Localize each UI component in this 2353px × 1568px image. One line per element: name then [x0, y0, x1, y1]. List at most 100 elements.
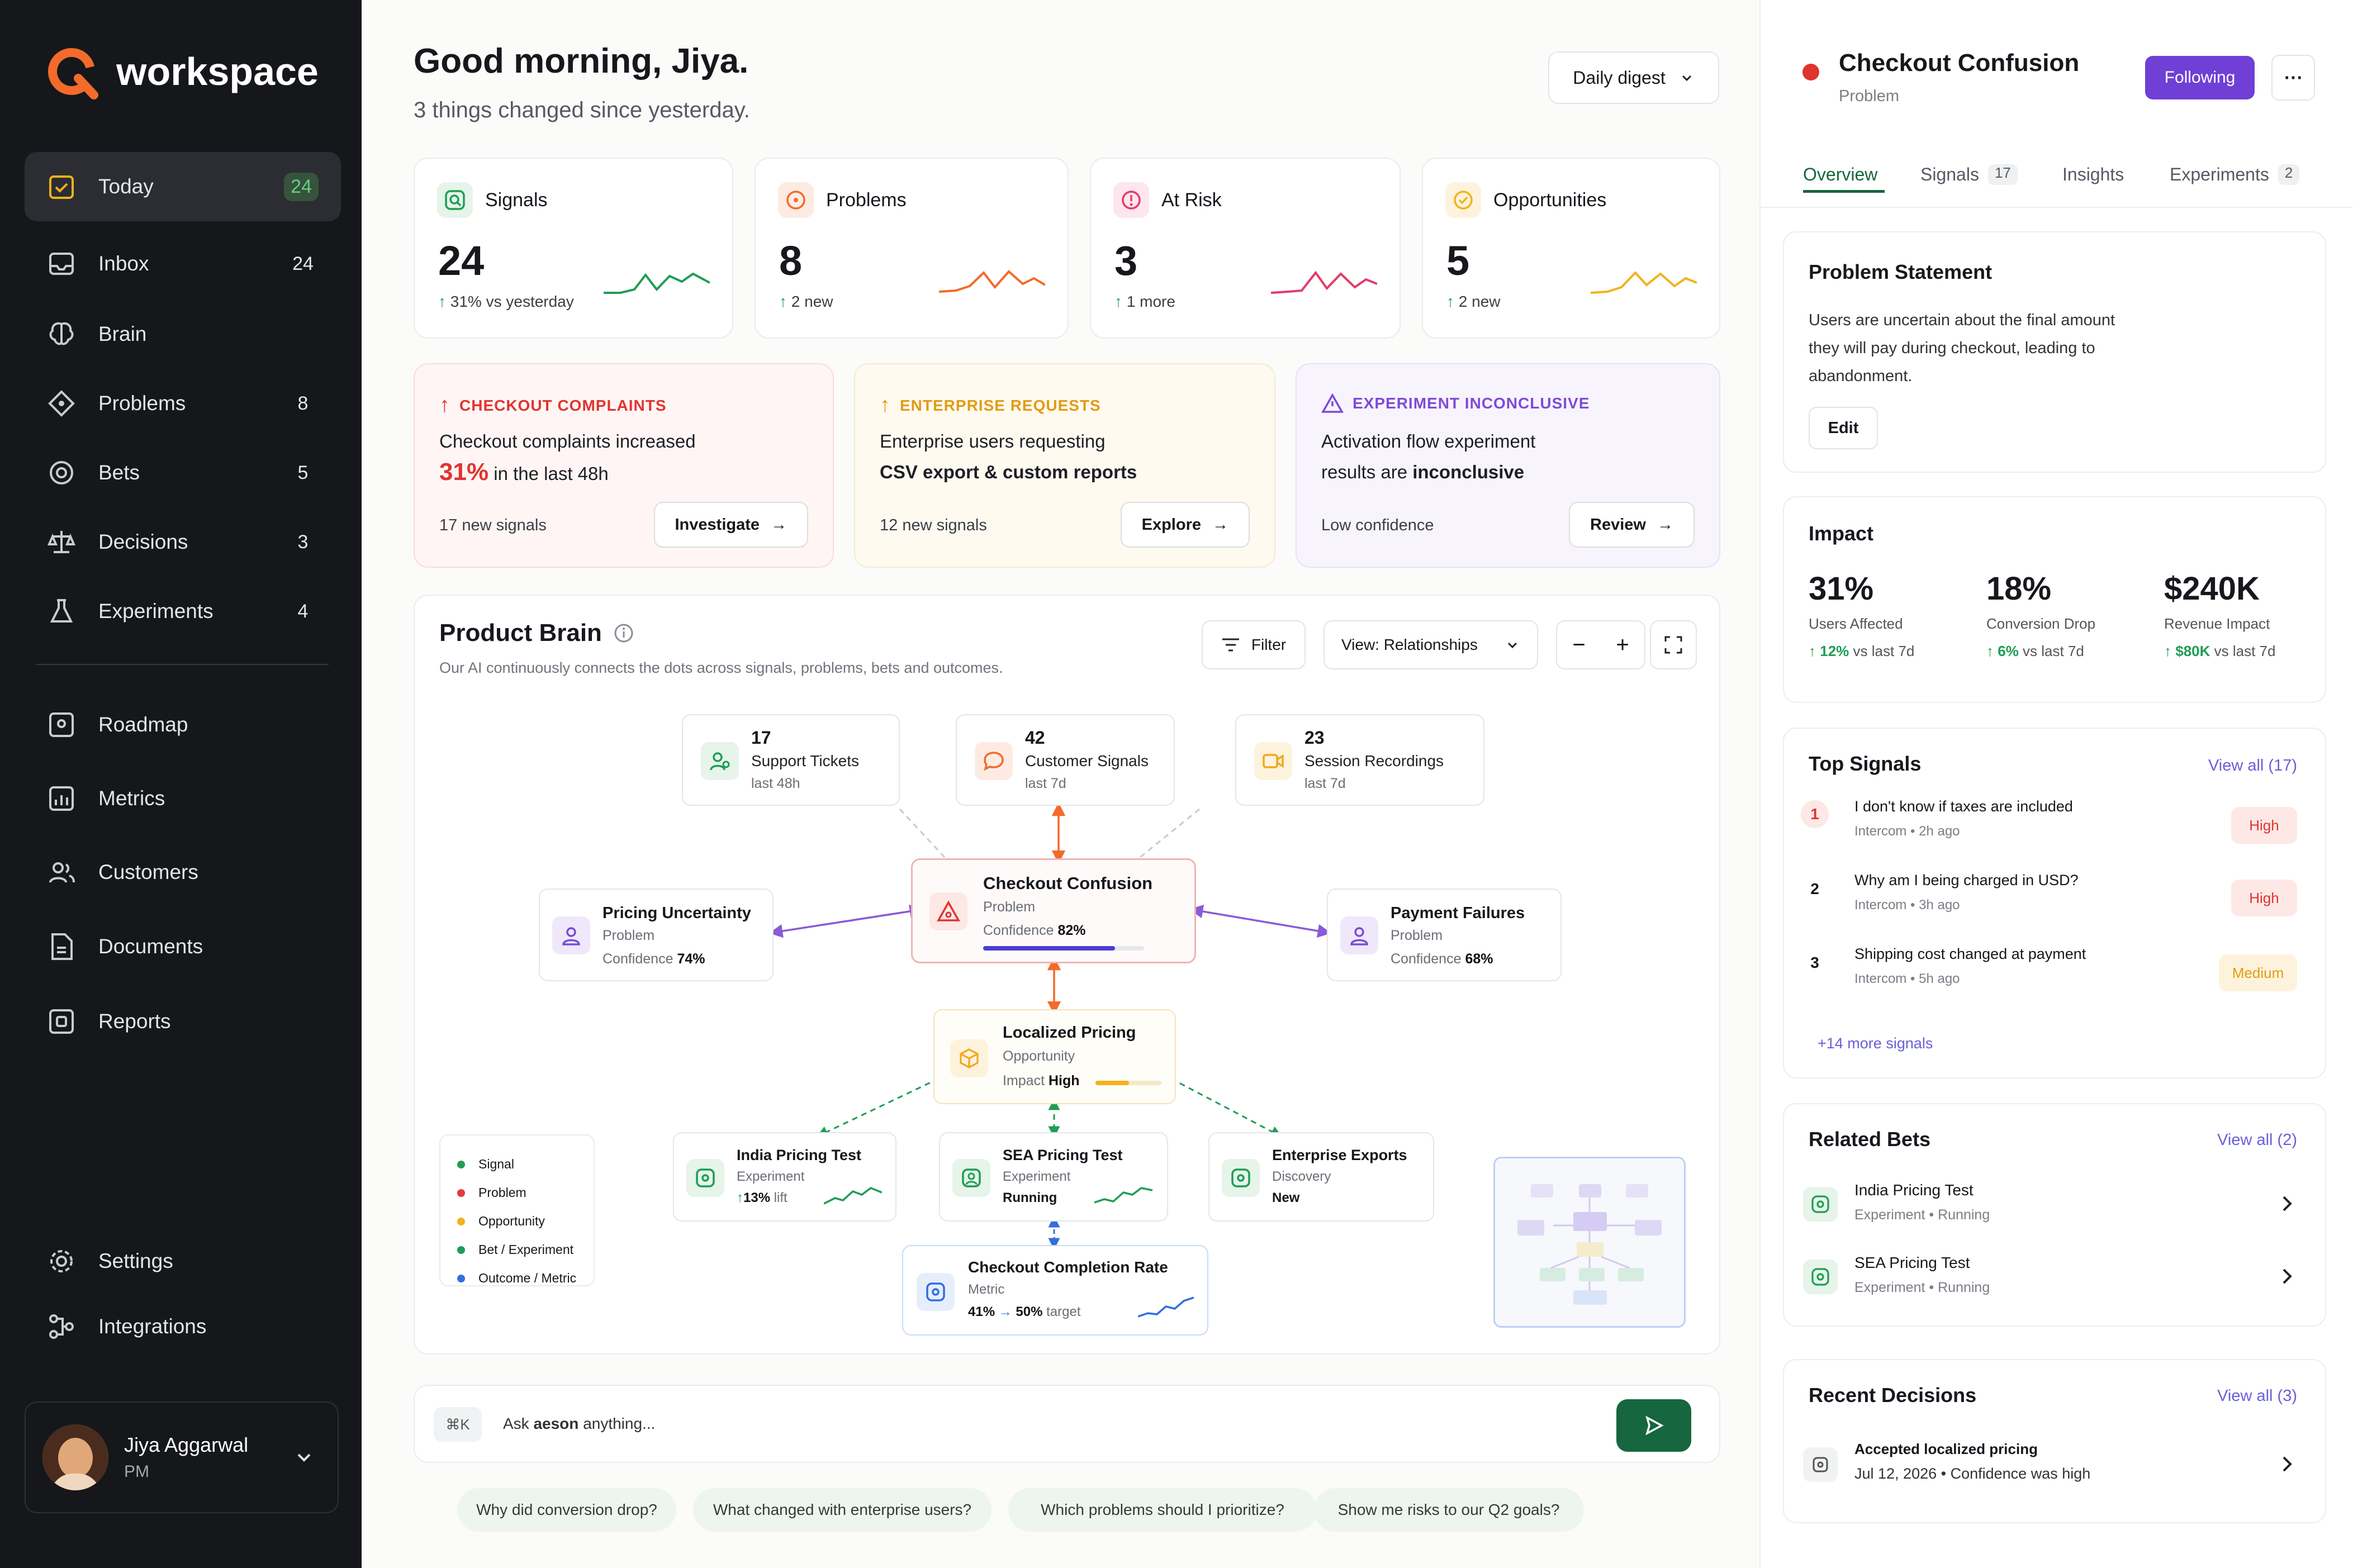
confidence-bar-fill [983, 946, 1116, 951]
bet-row[interactable]: India Pricing Test Experiment • Running [1784, 1171, 2325, 1238]
sidebar-item-inbox[interactable]: Inbox 24 [25, 229, 341, 298]
alert-line: Checkout complaints increased [439, 431, 696, 452]
explore-button[interactable]: Explore → [1120, 502, 1250, 548]
edit-button[interactable]: Edit [1809, 407, 1878, 449]
tab-experiments[interactable]: Experiments 2 [2170, 164, 2300, 185]
node-support-tickets[interactable]: 17 Support Tickets last 48h [682, 714, 900, 806]
sidebar-item-metrics[interactable]: Metrics [25, 764, 341, 833]
node-sea-pricing-test[interactable]: SEA Pricing Test Experiment Running [939, 1132, 1168, 1222]
signal-text[interactable]: Shipping cost changed at payment [1854, 945, 2086, 962]
brain-subtitle: Our AI continuously connects the dots ac… [439, 659, 1003, 676]
sidebar-item-integrations[interactable]: Integrations [25, 1292, 341, 1361]
kpi-card-problems[interactable]: Problems 8 ↑ 2 new [755, 158, 1069, 339]
legend-dot [457, 1217, 465, 1225]
fullscreen-button[interactable] [1650, 620, 1697, 669]
app-logo[interactable]: workspace [45, 44, 319, 99]
arrow-up-icon: ↑ [880, 393, 891, 417]
zoom-in-icon[interactable]: + [1616, 632, 1629, 657]
kpi-delta: 2 new [1458, 293, 1501, 310]
view-all-decisions-link[interactable]: View all (3) [2217, 1387, 2297, 1405]
following-button[interactable]: Following [2145, 56, 2255, 99]
user-menu[interactable]: Jiya Aggarwal PM [25, 1401, 339, 1513]
opportunity-icon [1445, 182, 1481, 218]
node-localized-pricing[interactable]: Localized Pricing Opportunity Impact Hig… [933, 1009, 1176, 1104]
node-title: SEA Pricing Test [1003, 1147, 1123, 1163]
kpi-value: 24 [438, 237, 485, 284]
sidebar-item-roadmap[interactable]: Roadmap [25, 690, 341, 759]
sidebar-item-settings[interactable]: Settings [25, 1227, 341, 1296]
sidebar-item-bets[interactable]: Bets 5 [25, 438, 341, 507]
chevron-down-icon [1507, 642, 1517, 649]
filter-icon [1222, 638, 1239, 652]
kpi-card-signals[interactable]: Signals 24 ↑ 31% vs yesterday [414, 158, 733, 339]
sidebar-item-experiments[interactable]: Experiments 4 [25, 577, 341, 646]
node-session-recordings[interactable]: 23 Session Recordings last 7d [1235, 714, 1484, 806]
suggestion-chip[interactable]: Which problems should I prioritize? [1008, 1488, 1317, 1532]
bet-row[interactable]: SEA Pricing Test Experiment • Running [1784, 1244, 2325, 1311]
node-payment-failures[interactable]: Payment Failures Problem Confidence 68% [1327, 888, 1562, 981]
bet-type: Experiment [1854, 1280, 1925, 1295]
investigate-button[interactable]: Investigate → [653, 502, 808, 548]
chevron-right-icon [2283, 1456, 2292, 1472]
sidebar-count-badge: 5 [297, 462, 309, 483]
ask-input[interactable]: Ask aeson anything... [503, 1415, 655, 1433]
node-checkout-completion-rate[interactable]: Checkout Completion Rate Metric 41% → 50… [902, 1245, 1208, 1336]
user-role: PM [124, 1462, 149, 1481]
review-button[interactable]: Review → [1569, 502, 1695, 548]
node-pricing-uncertainty[interactable]: Pricing Uncertainty Problem Confidence 7… [539, 888, 774, 981]
sidebar-item-customers[interactable]: Customers [25, 838, 341, 907]
view-all-bets-link[interactable]: View all (2) [2217, 1131, 2297, 1149]
tab-insights[interactable]: Insights [2062, 164, 2124, 184]
chat-bubble-icon [975, 742, 1013, 780]
signal-source: Intercom [1854, 897, 1907, 913]
suggestion-chip[interactable]: Show me risks to our Q2 goals? [1313, 1488, 1584, 1532]
sidebar-item-label: Decisions [98, 530, 188, 553]
info-icon[interactable] [613, 623, 634, 644]
view-select[interactable]: View: Relationships [1323, 620, 1538, 669]
tab-overview[interactable]: Overview [1803, 164, 1878, 184]
node-enterprise-exports[interactable]: Enterprise Exports Discovery New [1208, 1132, 1434, 1222]
legend-item: Opportunity [457, 1207, 594, 1236]
kpi-value: 5 [1446, 237, 1470, 284]
sidebar-item-today[interactable]: Today 24 [25, 152, 341, 221]
suggestion-chip[interactable]: What changed with enterprise users? [693, 1488, 992, 1532]
filter-button[interactable]: Filter [1202, 620, 1306, 669]
zoom-out-icon[interactable]: − [1572, 632, 1586, 657]
signal-text[interactable]: I don't know if taxes are included [1854, 798, 2073, 815]
decision-row[interactable]: Accepted localized pricing Jul 12, 2026 … [1784, 1433, 2325, 1505]
kpi-card-at-risk[interactable]: At Risk 3 ↑ 1 more [1090, 158, 1401, 339]
node-title: India Pricing Test [737, 1147, 862, 1163]
send-button[interactable] [1616, 1399, 1691, 1452]
node-india-pricing-test[interactable]: India Pricing Test Experiment ↑13% lift [673, 1132, 896, 1222]
signal-text[interactable]: Why am I being charged in USD? [1854, 872, 2079, 888]
sidebar-item-documents[interactable]: Documents [25, 912, 341, 981]
ask-bar: ⌘K Ask aeson anything... [414, 1385, 1720, 1463]
node-checkout-confusion[interactable]: Checkout Confusion Problem Confidence 82… [911, 858, 1196, 963]
more-signals-link[interactable]: +14 more signals [1818, 1035, 1933, 1052]
kpi-label: At Risk [1161, 189, 1222, 211]
alert-card-experiment: EXPERIMENT INCONCLUSIVE Activation flow … [1296, 363, 1720, 568]
graph-minimap[interactable] [1493, 1157, 1686, 1328]
card-title: Related Bets [1809, 1128, 1931, 1151]
node-title: Checkout Confusion [983, 873, 1153, 893]
alert-highlight: 31% [439, 458, 489, 486]
suggestion-chip[interactable]: Why did conversion drop? [457, 1488, 676, 1532]
daily-digest-dropdown[interactable]: Daily digest [1548, 51, 1719, 104]
more-options-icon[interactable]: ⋯ [2271, 55, 2315, 101]
tab-label: Experiments [2170, 164, 2269, 184]
tab-signals[interactable]: Signals 17 [1920, 164, 2018, 185]
brain-icon [49, 322, 74, 345]
impact-label: Revenue Impact [2164, 615, 2270, 632]
integrations-icon [49, 1314, 74, 1339]
kpi-card-opportunities[interactable]: Opportunities 5 ↑ 2 new [1422, 158, 1720, 339]
sidebar-item-problems[interactable]: Problems 8 [25, 369, 341, 438]
node-title: Checkout Completion Rate [968, 1258, 1168, 1276]
chip-icon [50, 461, 73, 484]
metric-target-icon [917, 1273, 955, 1311]
node-type: Discovery [1272, 1169, 1331, 1184]
sidebar-item-brain[interactable]: Brain [25, 300, 341, 369]
sidebar-item-reports[interactable]: Reports [25, 987, 341, 1056]
node-customer-signals[interactable]: 42 Customer Signals last 7d [956, 714, 1175, 806]
view-all-signals-link[interactable]: View all (17) [2208, 757, 2297, 775]
sidebar-item-decisions[interactable]: Decisions 3 [25, 507, 341, 577]
